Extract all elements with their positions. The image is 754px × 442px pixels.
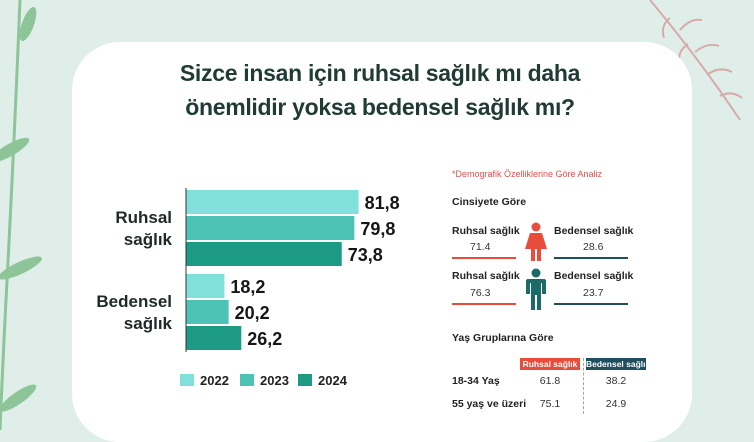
male-ruhsal-label: Ruhsal sağlık <box>452 270 520 282</box>
age-row-2-ruhsal: 75.1 <box>539 398 561 410</box>
male-ruhsal-underline <box>452 303 516 305</box>
value-label-2-2023: 20,2 <box>235 303 270 323</box>
legend-label-2024: 2024 <box>318 373 348 388</box>
bar-chart: 81,8 79,8 73,8 Ruhsal sağlık 18,2 20,2 26,2 Bede… <box>96 188 400 388</box>
value-label-1-2022: 81,8 <box>365 193 400 213</box>
legend-swatch-2024 <box>298 374 312 386</box>
age-header-bedensel: Bedensel sağlık <box>586 358 651 370</box>
value-label-1-2023: 79,8 <box>360 219 395 239</box>
legend-label-2023: 2023 <box>260 373 289 388</box>
bar-2-2022 <box>186 274 225 298</box>
legend-label-2022: 2022 <box>200 373 229 388</box>
chart-title: Sizce insan için ruhsal sağlık mı daha ö… <box>100 56 660 124</box>
female-ruhsal-underline <box>452 257 516 259</box>
bar-2-2024 <box>186 326 242 350</box>
age-row-1-bedensel: 38.2 <box>605 375 627 387</box>
female-ruhsal-label: Ruhsal sağlık <box>452 225 520 237</box>
demographic-note: *Demografik Özelliklerine Göre Analiz <box>452 169 603 179</box>
male-bedensel-underline <box>554 303 628 305</box>
bar-2-2023 <box>186 300 229 324</box>
age-row-label-2: 55 yaş ve üzeri <box>452 398 527 410</box>
male-bedensel-value: 23.7 <box>583 287 604 299</box>
gender-section-title: Cinsiyete Göre <box>452 196 527 208</box>
content-card <box>72 42 692 442</box>
value-label-2-2024: 26,2 <box>247 329 282 349</box>
male-bedensel-label: Bedensel sağlık <box>554 270 634 282</box>
male-ruhsal-value: 76.3 <box>470 287 491 299</box>
age-row-2-bedensel: 24.9 <box>605 398 627 410</box>
title-line-1: Sizce insan için ruhsal sağlık mı daha <box>179 60 581 86</box>
female-bedensel-value: 28.6 <box>583 241 604 253</box>
category-label-2-line-1: Bedensel <box>96 292 172 311</box>
value-label-1-2024: 73,8 <box>348 245 383 265</box>
category-label-1-line-1: Ruhsal <box>115 208 172 227</box>
female-ruhsal-value: 71.4 <box>470 241 491 253</box>
female-bedensel-underline <box>554 257 628 259</box>
bar-1-2024 <box>186 242 342 266</box>
age-header-ruhsal: Ruhsal sağlık <box>520 358 580 370</box>
background-leaves <box>0 0 743 430</box>
title-line-2: önemlidir yoksa bedensel sağlık mı? <box>185 94 575 120</box>
legend-swatch-2023 <box>240 374 254 386</box>
legend-swatch-2022 <box>180 374 194 386</box>
bar-1-2022 <box>186 190 359 214</box>
category-label-1-line-2: sağlık <box>124 230 173 249</box>
category-label-2-line-2: sağlık <box>124 314 173 333</box>
age-section-title: Yaş Gruplarına Göre <box>452 332 554 344</box>
age-divider <box>583 358 584 414</box>
age-row-label-1: 18-34 Yaş <box>452 375 500 387</box>
value-label-2-2022: 18,2 <box>230 277 265 297</box>
age-row-1-ruhsal: 61.8 <box>539 375 561 387</box>
bar-1-2023 <box>186 216 355 240</box>
female-bedensel-label: Bedensel sağlık <box>554 225 634 237</box>
female-icon <box>525 222 547 261</box>
male-icon <box>526 268 546 310</box>
